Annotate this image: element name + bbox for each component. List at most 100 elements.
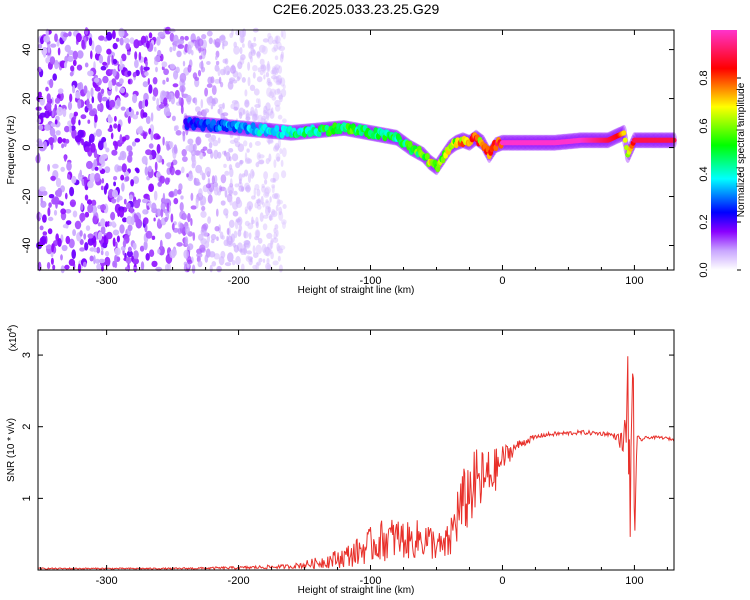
noise-blob: [244, 220, 250, 227]
noise-blob: [190, 192, 194, 201]
noise-blob: [50, 43, 57, 48]
noise-blob: [65, 209, 72, 214]
noise-blob: [88, 133, 95, 143]
noise-blob: [68, 124, 72, 133]
noise-blob: [79, 169, 82, 178]
noise-blob: [108, 80, 113, 91]
noise-blob: [45, 57, 50, 64]
noise-blob: [148, 84, 153, 94]
noise-blob: [169, 250, 176, 259]
noise-blob: [166, 111, 172, 116]
noise-blob: [100, 218, 106, 228]
noise-blob: [97, 92, 102, 102]
noise-blob: [43, 141, 48, 150]
noise-blob: [93, 255, 96, 265]
noise-blob: [42, 231, 48, 236]
noise-blob: [168, 94, 172, 103]
noise-blob: [206, 96, 212, 104]
noise-blob: [132, 257, 139, 265]
noise-blob: [134, 51, 138, 60]
noise-blob: [100, 65, 107, 71]
noise-blob: [272, 171, 280, 182]
noise-blob: [261, 45, 268, 55]
y-tick-label: 40: [21, 43, 33, 55]
noise-blob: [110, 211, 116, 221]
spectrogram-frame: [37, 29, 675, 271]
noise-blob: [65, 138, 70, 144]
noise-blob: [214, 78, 221, 84]
y-tick-label: 20: [21, 92, 33, 104]
noise-blob: [245, 116, 251, 121]
noise-blob: [227, 81, 234, 90]
snr-multiplier-exponent: 4: [7, 328, 14, 332]
noise-blob: [155, 66, 158, 73]
noise-blob: [52, 73, 57, 81]
noise-blob: [199, 244, 206, 253]
noise-blob: [177, 189, 182, 195]
noise-blob: [104, 256, 111, 267]
noise-blob: [263, 112, 270, 119]
noise-blob: [62, 108, 67, 118]
noise-blob: [158, 104, 165, 109]
noise-blob: [144, 99, 149, 107]
noise-blob: [219, 231, 224, 240]
noise-blob: [132, 93, 138, 104]
noise-blob: [143, 66, 150, 71]
y-tick-label: -20: [21, 189, 33, 205]
noise-blob: [52, 163, 59, 169]
noise-blob: [100, 204, 106, 211]
noise-blob: [145, 60, 148, 67]
noise-blob: [128, 150, 133, 157]
noise-blob: [255, 262, 260, 271]
noise-blob: [259, 69, 264, 76]
noise-blob: [231, 260, 236, 266]
noise-blob: [267, 32, 272, 39]
noise-blob: [183, 113, 188, 119]
noise-blob: [278, 93, 283, 103]
noise-blob: [256, 198, 262, 207]
noise-blob: [69, 71, 74, 77]
noise-blob: [142, 209, 147, 215]
noise-blob: [202, 231, 208, 237]
noise-blob: [178, 183, 183, 191]
noise-blob: [187, 259, 193, 265]
noise-blob: [281, 219, 287, 225]
noise-blob: [181, 87, 184, 97]
noise-blob: [111, 189, 119, 198]
x-tick-label: 0: [499, 575, 505, 587]
noise-blob: [269, 214, 272, 221]
noise-blob: [60, 265, 65, 274]
noise-blob: [114, 115, 117, 122]
noise-blob: [228, 148, 234, 153]
noise-blob: [127, 115, 131, 124]
noise-blob: [148, 128, 152, 135]
noise-blob: [190, 205, 197, 210]
noise-blob: [147, 78, 150, 85]
noise-blob: [224, 170, 230, 176]
noise-blob: [162, 136, 165, 146]
noise-blob: [242, 43, 245, 48]
x-tick-label: 100: [625, 575, 643, 587]
noise-blob: [46, 93, 51, 102]
noise-blob: [68, 258, 76, 266]
snr-panel: -300 -200 -100 0 100 1 2 3 Height of straight …: [6, 325, 675, 596]
noise-blob: [100, 226, 106, 235]
noise-blob: [113, 181, 116, 187]
noise-blob: [141, 198, 148, 204]
noise-blob: [47, 43, 51, 54]
noise-blob: [260, 195, 264, 205]
noise-blob: [136, 111, 139, 116]
noise-blob: [60, 166, 65, 172]
noise-blob: [65, 192, 68, 200]
noise-blob: [107, 128, 114, 132]
colorbar-tick-label: 0.6: [698, 118, 710, 133]
noise-blob: [49, 56, 56, 65]
noise-blob: [140, 65, 143, 75]
noise-blob: [245, 157, 251, 164]
noise-blob: [169, 46, 173, 53]
noise-blob: [119, 78, 124, 85]
noise-blob: [205, 133, 212, 139]
noise-blob: [141, 155, 148, 165]
noise-blob: [278, 65, 283, 74]
